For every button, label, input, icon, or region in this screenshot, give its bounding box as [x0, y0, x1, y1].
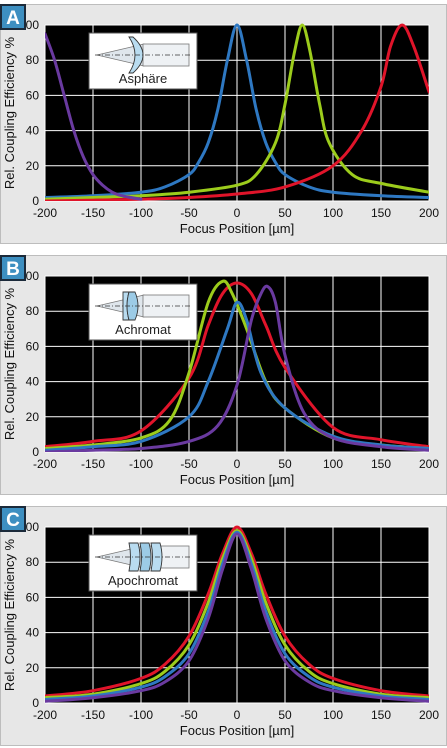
x-axis-label: Focus Position [µm]	[180, 723, 294, 738]
series-line-green	[45, 529, 429, 700]
x-tick-label: 0	[234, 708, 241, 722]
x-axis-label: Focus Position [µm]	[180, 221, 294, 236]
panel-label-c: C	[0, 506, 26, 532]
series-line-blue	[45, 300, 429, 452]
series-line-purple	[45, 32, 143, 201]
y-tick-label: 20	[26, 661, 40, 675]
y-tick-label: 80	[26, 53, 40, 67]
x-tick-label: 100	[323, 457, 343, 471]
x-tick-label: -150	[81, 457, 105, 471]
x-tick-label: 50	[278, 457, 292, 471]
series-line-red	[45, 281, 429, 449]
panel-label-b: B	[0, 255, 26, 281]
x-tick-label: -50	[180, 457, 198, 471]
x-tick-label: -100	[129, 457, 153, 471]
x-axis-label: Focus Position [µm]	[180, 472, 294, 487]
series-line-blue	[45, 23, 429, 199]
x-tick-label: 50	[278, 708, 292, 722]
x-tick-label: -200	[33, 457, 57, 471]
x-tick-label: -150	[81, 708, 105, 722]
x-tick-label: 0	[234, 206, 241, 220]
panel-c: -200 -150 -100 -50 0 50 100 150 200 0 20 40 60 80 100 F…	[0, 506, 447, 746]
x-tick-label: 200	[419, 708, 439, 722]
x-tick-label: 150	[371, 457, 391, 471]
x-tick-label: 0	[234, 457, 241, 471]
lens-label: Apochromat	[108, 573, 178, 588]
lens-inset-asphere: Asphäre	[88, 32, 198, 90]
chart-achromat: -200 -150 -100 -50 0 50 100 150 200020406080100F…	[2, 269, 439, 487]
x-tick-label: -100	[129, 206, 153, 220]
x-tick-label: -100	[129, 708, 153, 722]
x-tick-label: 100	[323, 206, 343, 220]
y-tick-label: 0	[32, 445, 39, 459]
lens-inset-achromat: Achromat	[88, 283, 198, 341]
panel-a: -200 -150 -100 -50 0 50 100 150 200 0 20 40 60 80 100 F…	[0, 4, 447, 244]
x-tick-label: -200	[33, 206, 57, 220]
x-tick-label: 200	[419, 457, 439, 471]
y-tick-label: 0	[32, 194, 39, 208]
series-line-red	[45, 23, 429, 201]
y-axis-label: Rel. Coupling Efficiency %	[2, 287, 17, 440]
x-tick-label: 200	[419, 206, 439, 220]
x-tick-label: 100	[323, 708, 343, 722]
lens-inset-apochromat: Apochromat	[88, 534, 198, 592]
x-tick-label: 150	[371, 708, 391, 722]
y-tick-label: 80	[26, 304, 40, 318]
y-tick-label: 80	[26, 555, 40, 569]
panel-label-a: A	[0, 4, 26, 30]
y-tick-label: 40	[26, 626, 40, 640]
y-tick-label: 60	[26, 88, 40, 102]
x-tick-label: 150	[371, 206, 391, 220]
x-tick-label: 50	[278, 206, 292, 220]
series-line-red	[45, 525, 429, 698]
y-tick-label: 20	[26, 159, 40, 173]
x-tick-label: -50	[180, 708, 198, 722]
series-group	[45, 525, 429, 703]
panel-b: -200 -150 -100 -50 0 50 100 150 200 0 20 40 60 80 100 F…	[0, 255, 447, 495]
y-axis-label: Rel. Coupling Efficiency %	[2, 538, 17, 691]
chart-asphere: -200 -150 -100 -50 0 50 100 150 200020406080100F…	[2, 18, 439, 236]
x-tick-label: -200	[33, 708, 57, 722]
x-tick-label: -50	[180, 206, 198, 220]
series-group	[45, 23, 429, 201]
chart-apochromat: -200 -150 -100 -50 0 50 100 150 200020406080100F…	[2, 520, 439, 738]
y-tick-label: 60	[26, 590, 40, 604]
y-axis-label: Rel. Coupling Efficiency %	[2, 36, 17, 189]
series-line-purple	[45, 284, 429, 452]
x-tick-label: -150	[81, 206, 105, 220]
y-tick-label: 0	[32, 696, 39, 710]
lens-label: Achromat	[115, 322, 171, 337]
lens-label: Asphäre	[119, 71, 167, 86]
y-tick-label: 40	[26, 124, 40, 138]
series-line-blue	[45, 530, 429, 701]
series-line-purple	[45, 532, 429, 703]
y-tick-label: 60	[26, 339, 40, 353]
series-group	[45, 279, 429, 452]
y-tick-label: 20	[26, 410, 40, 424]
y-tick-label: 40	[26, 375, 40, 389]
